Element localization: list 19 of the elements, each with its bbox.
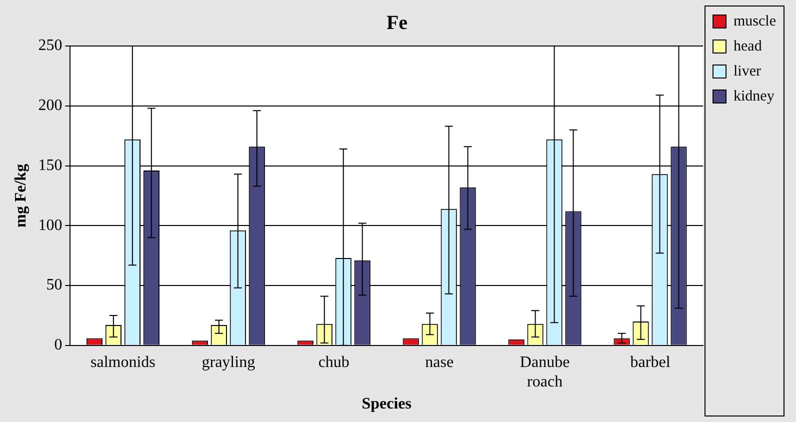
chart-title: Fe <box>386 12 408 34</box>
y-tick-label: 50 <box>46 276 62 294</box>
x-tick-label: salmonids <box>90 354 156 372</box>
y-tick-label: 100 <box>38 216 62 234</box>
y-tick-label: 0 <box>54 336 62 354</box>
x-tick-label: barbel <box>630 354 671 372</box>
x-tick-label: Danube roach <box>520 354 570 390</box>
x-axis-title: Species <box>362 396 412 413</box>
legend-label: head <box>734 38 762 54</box>
y-tick-label: 200 <box>38 97 62 114</box>
legend-label: liver <box>734 63 762 80</box>
y-axis-title: mg Fe/kg <box>12 164 30 228</box>
x-tick-label: chub <box>318 354 350 372</box>
x-tick-label: nase <box>425 354 454 372</box>
y-tick-label: 150 <box>38 156 62 174</box>
x-tick-label: grayling <box>202 354 256 372</box>
y-tick-label: 250 <box>38 37 62 54</box>
legend-label: kidney <box>734 88 775 104</box>
legend-label: muscle <box>734 13 776 30</box>
